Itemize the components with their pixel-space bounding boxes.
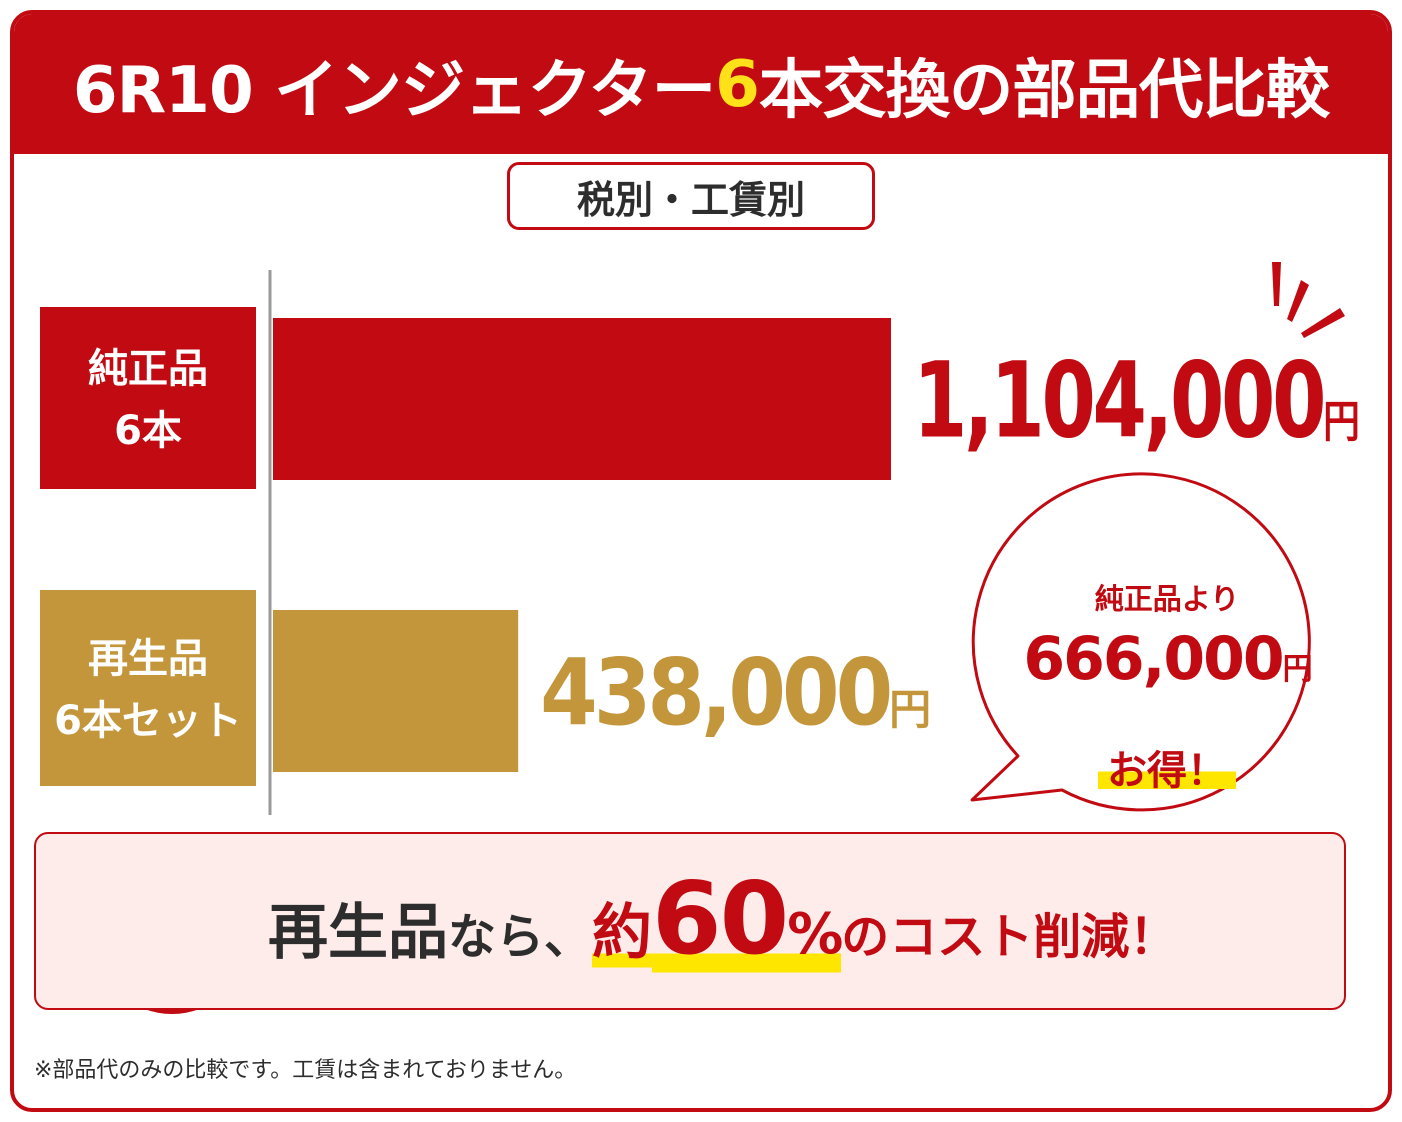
title-after: 本交換の部品代比較 <box>758 53 1330 128</box>
summary-part2: なら、 <box>448 909 593 965</box>
bubble-amount-unit: 円 <box>1282 652 1313 687</box>
summary-part4: のコスト削減！ <box>841 909 1178 965</box>
bar-value-label: 1,104,000円 <box>913 340 1360 462</box>
summary-text: 再生品 なら、約 60% のコスト削減！ <box>268 860 1177 990</box>
bar-value-label: 438,000円 <box>540 639 931 746</box>
summary-percent: 60% <box>652 860 843 977</box>
title-highlight: 6 <box>715 46 760 122</box>
bar <box>273 610 519 772</box>
category-label: 純正品 <box>88 346 208 392</box>
summary-pct-sign: % <box>787 902 843 967</box>
category-label: 6本 <box>114 408 182 454</box>
summary-part1: 再生品 <box>268 898 448 968</box>
bar <box>273 318 891 480</box>
bubble-amount-value: 666,000 <box>1023 624 1284 694</box>
emphasis-rays-icon <box>1272 262 1345 338</box>
bubble-deal-label: お得！ <box>1098 738 1236 796</box>
category-label-box <box>40 590 256 786</box>
bubble-compare-label: 純正品より <box>1094 582 1240 616</box>
category-label: 再生品 <box>88 636 208 682</box>
bubble-savings-amount: 666,000円 <box>1008 624 1326 694</box>
tax-note-badge: 税別・工賃別 <box>507 162 875 230</box>
summary-part3: 約 <box>592 884 653 971</box>
category-label: 6本セット <box>54 698 242 744</box>
page-title: 6R10 インジェクター 6 本交換の部品代比較 <box>14 14 1388 154</box>
footnote: ※部品代のみの比較です。工賃は含まれておりません。 <box>34 1058 577 1083</box>
category-label-box <box>40 307 256 489</box>
savings-bubble <box>970 472 1311 812</box>
summary-pct-value: 60 <box>652 860 789 977</box>
title-before: 6R10 インジェクター <box>72 53 716 128</box>
